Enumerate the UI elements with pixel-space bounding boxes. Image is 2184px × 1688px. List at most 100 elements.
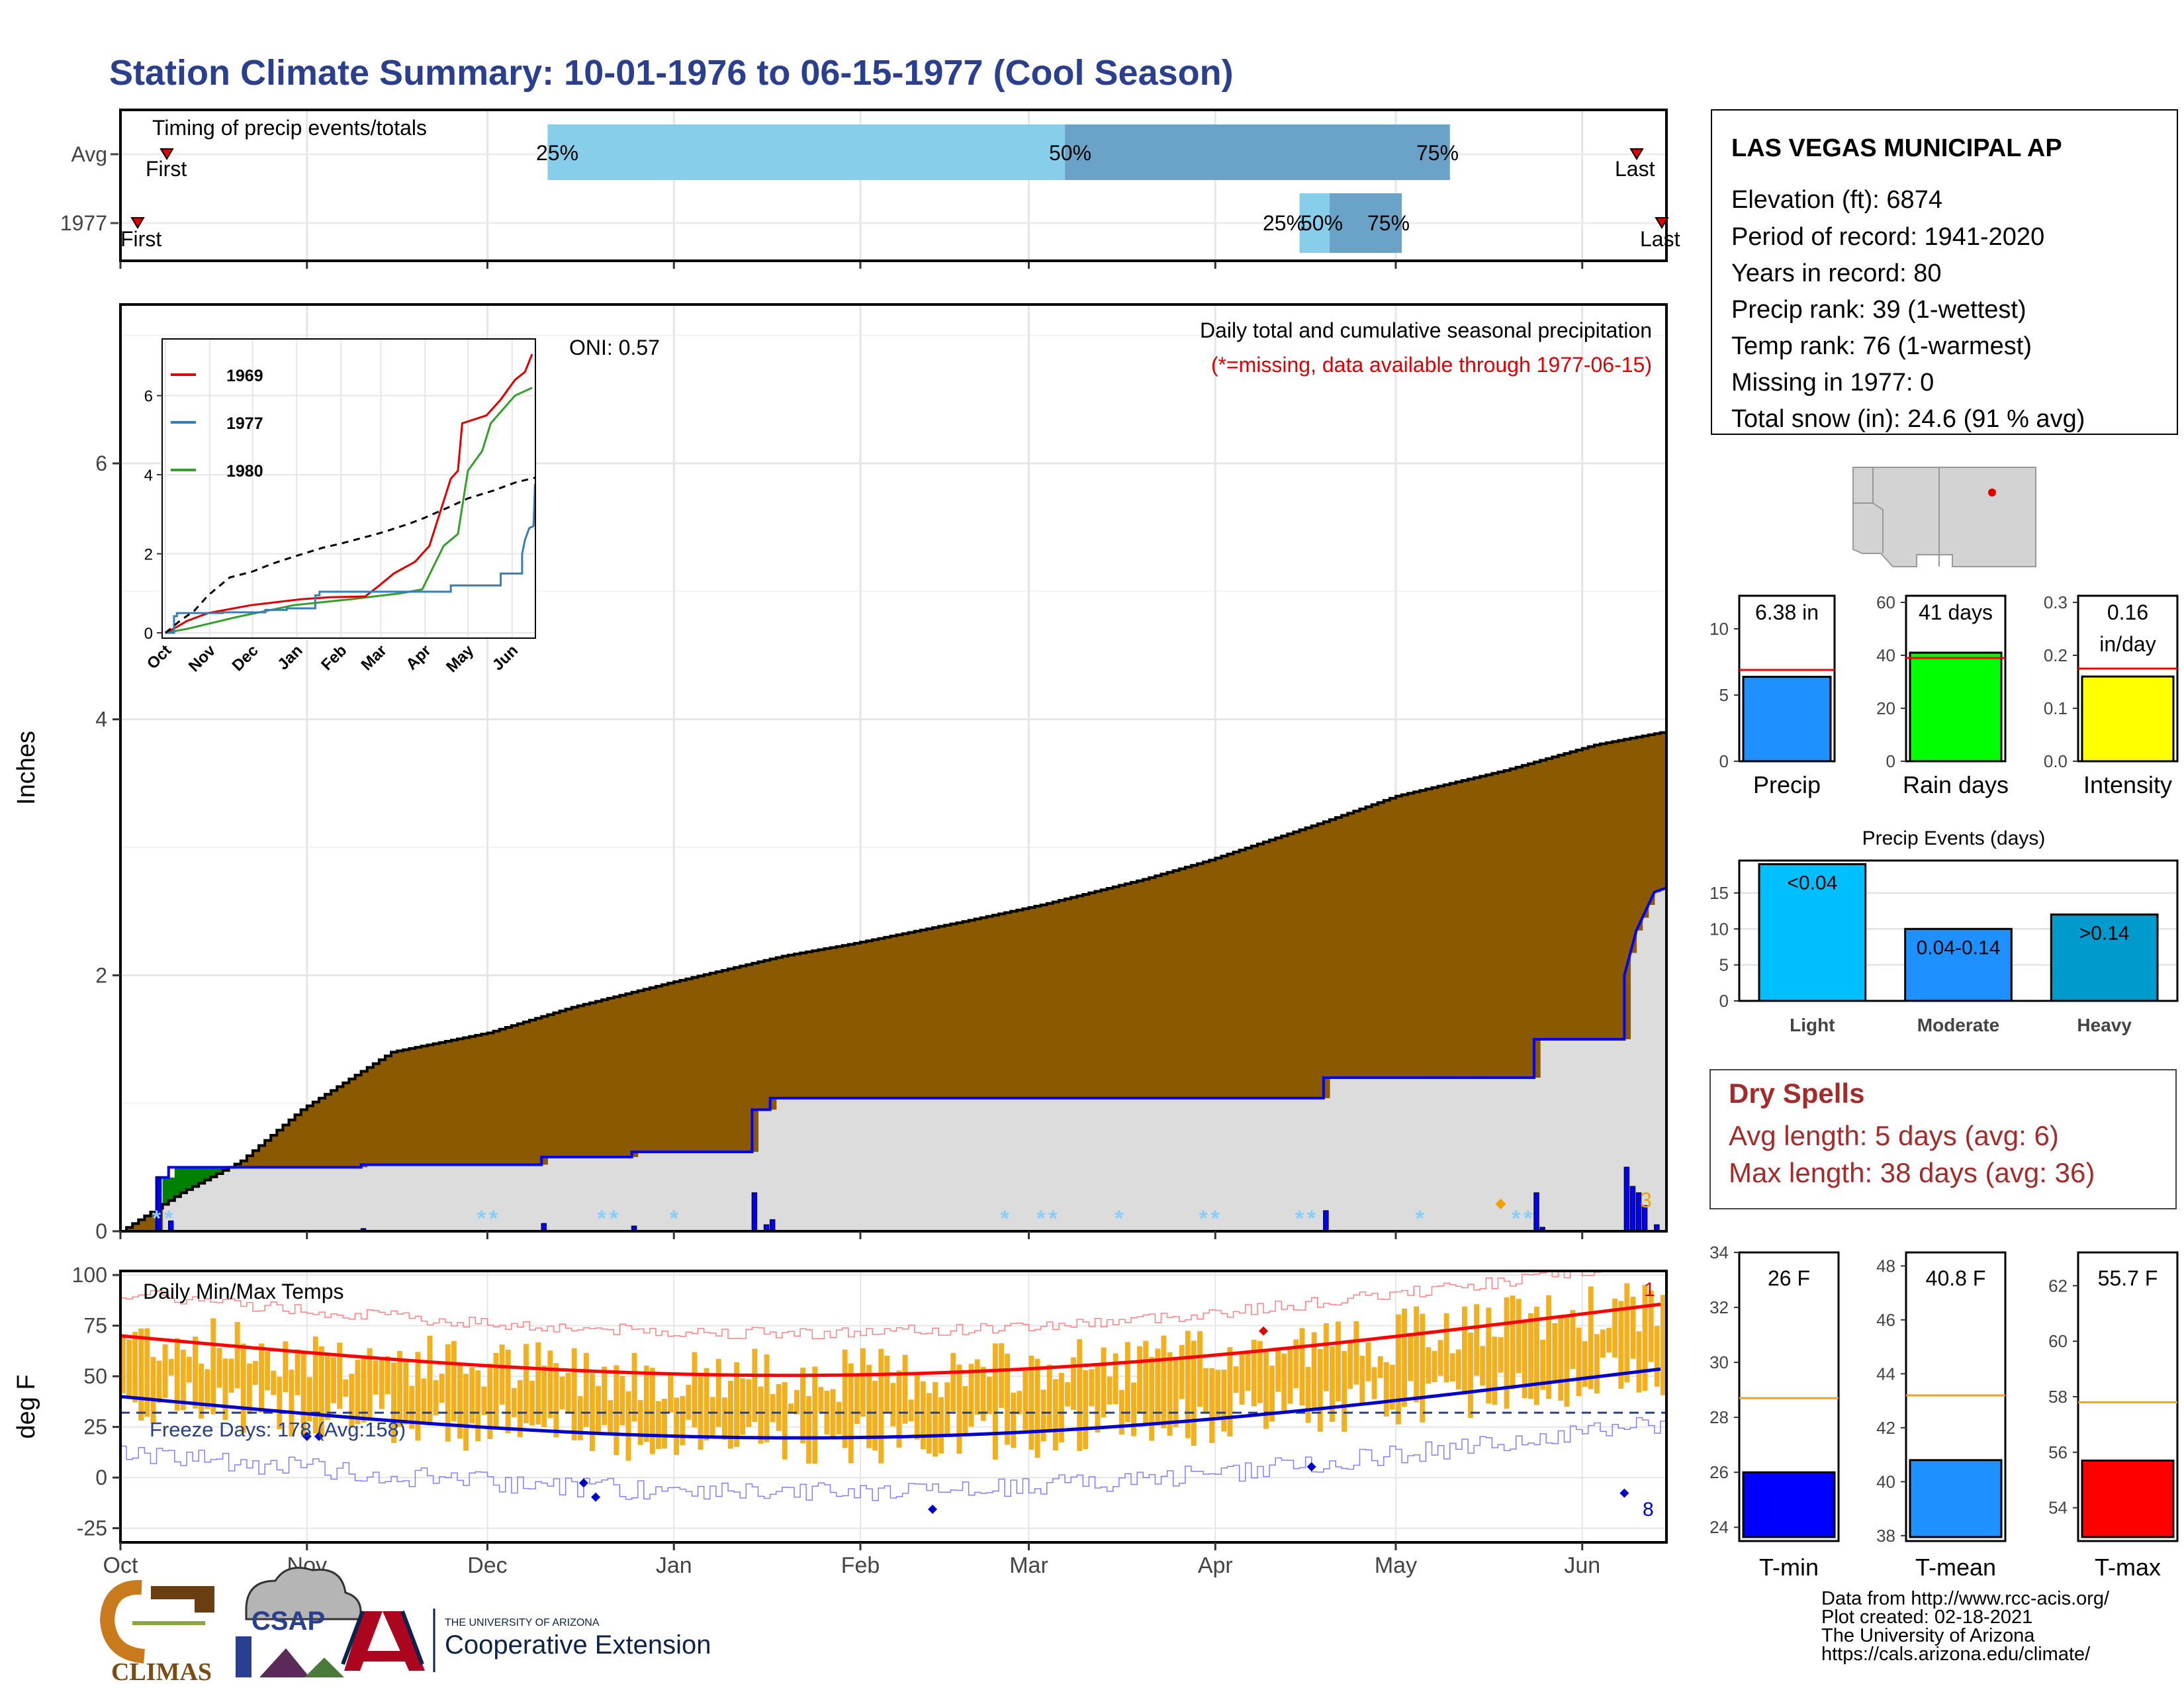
temp-summary-value-text: 55.7 F [2098,1266,2158,1290]
record-low-marker [314,1431,324,1441]
temp-summary-y-tick-label: 44 [1876,1364,1895,1383]
daily-precip-bar [2106,1229,2111,1231]
summary-y-tick-label: 60 [1876,592,1895,612]
daily-temp-bar [1034,1358,1040,1458]
daily-temp-bar [1353,1321,1359,1385]
daily-temp-bar [709,1397,715,1438]
daily-temp-bar [553,1363,559,1438]
daily-temp-bar [1299,1328,1305,1406]
daily-temp-bar [1648,1290,1654,1362]
inset-line-average [165,476,535,634]
below-average-segment [1449,783,1457,1078]
below-average-segment [349,1078,356,1168]
below-average-segment [1257,843,1264,1098]
daily-temp-bar [1492,1336,1498,1405]
below-average-segment [589,1002,596,1157]
below-average-segment [265,1140,271,1168]
daily-temp-bar [890,1383,896,1427]
below-average-segment [571,1007,578,1157]
timing-title: Timing of precip events/totals [152,116,427,140]
daily-temp-bar [1402,1308,1407,1407]
below-average-segment [1582,748,1589,1039]
daily-temp-bar [451,1340,457,1422]
daily-temp-bar [752,1348,758,1423]
station-line-years: Years in record: 80 [1731,259,1942,287]
daily-temp-bar [216,1348,222,1388]
temp-summary-bar-charts: 24 26 28 30 32 34 26 F T-min 38 40 42 44 46 48 40.8 F T… [1709,1243,2179,1581]
temp-x-tick-label: Jan [656,1553,692,1578]
record-low-marker [1619,1488,1629,1498]
below-average-segment [842,945,849,1098]
below-average-segment [1203,861,1210,1098]
inset-legend-1969: 1969 [226,367,263,385]
daily-temp-bar [1281,1353,1287,1411]
temp-title: Daily Min/Max Temps [143,1280,343,1303]
temp-summary-y-tick-label: 38 [1876,1526,1895,1546]
below-average-segment [1287,833,1295,1098]
below-average-segment [782,956,789,1098]
below-average-segment [289,1119,296,1168]
above-average-segment [180,1167,187,1193]
daily-temp-bar [1239,1354,1245,1405]
daily-temp-bar [481,1386,487,1415]
daily-temp-bar [343,1379,349,1397]
daily-temp-bar [559,1376,565,1410]
daily-temp-bar [289,1370,295,1437]
below-average-segment [1052,902,1060,1098]
below-average-segment [1005,912,1011,1098]
below-average-segment [1600,743,1607,1039]
daily-temp-bar [1642,1285,1648,1391]
below-average-segment [583,1004,590,1157]
daily-temp-bar [896,1370,902,1448]
below-average-segment [794,954,801,1098]
below-average-segment [836,946,843,1098]
below-average-segment [734,967,741,1152]
below-average-segment [517,1023,524,1165]
daily-temp-bar [1323,1323,1329,1391]
daily-temp-bar [1576,1327,1582,1397]
daily-temp-bar [331,1357,337,1403]
temp-summary-y-tick-label: 42 [1876,1418,1895,1438]
daily-precip-bar [1635,1192,1642,1231]
daily-temp-bar [1474,1304,1480,1376]
daily-temp-bar [1173,1359,1179,1427]
below-average-segment [1516,767,1523,1078]
summary-value-text-2: in/day [2099,632,2156,656]
events-bar-label: <0.04 [1787,872,1837,894]
below-average-segment [1347,813,1354,1078]
below-average-segment [619,995,627,1157]
daily-precip-bar [1323,1210,1329,1231]
summary-bar-charts: 0 5 10 6.38 in Precip 0 20 40 60 41 days Rain days… [1709,592,2179,798]
oni-label: ONI: 0.57 [569,336,660,359]
daily-temp-bar [385,1356,390,1395]
below-average-segment [608,998,614,1157]
daily-temp-bar [800,1368,806,1444]
below-average-segment [415,1047,422,1165]
below-average-segment [999,914,1005,1098]
summary-bar-intensity [2081,675,2175,763]
daily-temp-bar [205,1369,210,1409]
below-average-segment [854,943,861,1098]
below-average-segment [866,941,873,1098]
snow-marker: * [1295,1206,1304,1231]
temp-summary-y-tick-label: 58 [2048,1387,2068,1407]
summary-y-tick-label: 0 [1719,751,1729,771]
daily-temp-bar [1143,1340,1149,1425]
below-average-segment [848,944,855,1098]
daily-temp-bar [1161,1335,1167,1429]
below-average-segment [1654,733,1661,892]
below-average-segment [1209,860,1216,1098]
above-average-segment [193,1167,199,1187]
below-average-segment [1342,815,1348,1078]
daily-precip-bar [1733,1225,1737,1231]
daily-temp-bar [740,1378,746,1435]
summary-y-tick-label: 10 [1709,619,1729,639]
daily-temp-bar [1293,1339,1299,1389]
daily-precip-bar [1629,1186,1636,1231]
daily-temp-bar [228,1358,234,1393]
daily-temp-bar [625,1391,631,1461]
daily-temp-bar [1486,1307,1492,1404]
daily-temp-bar [1552,1323,1558,1380]
daily-temp-bar [1468,1333,1473,1419]
below-average-segment [1071,897,1077,1098]
